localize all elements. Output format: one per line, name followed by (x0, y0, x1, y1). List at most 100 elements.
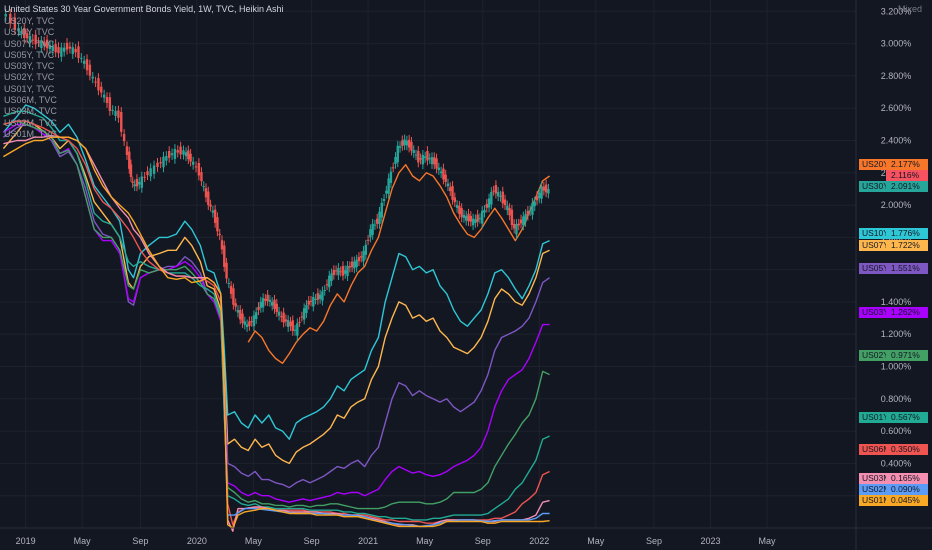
candle-body (257, 307, 260, 311)
price-tag-name: US03Y (859, 307, 889, 318)
price-tag-us02y: US02Y 0.971% (859, 350, 928, 361)
price-tag-value: 0.045% (886, 495, 928, 506)
legend-item[interactable]: US03M, TVC (4, 106, 57, 117)
candle-body (286, 320, 290, 327)
legend-item[interactable]: US05Y, TVC (4, 49, 55, 60)
candle-body (133, 184, 136, 187)
candle-body (259, 301, 262, 308)
candle-body (487, 198, 491, 208)
candle-body (373, 224, 377, 226)
candle-body (325, 284, 329, 286)
legend-item[interactable]: US01M, TVC (4, 128, 57, 139)
price-tag-us20y: US20Y 2.177% (859, 159, 928, 170)
candle-body (43, 41, 46, 46)
candle-body (63, 47, 66, 52)
candle-body (184, 152, 188, 157)
price-tick-label: 1.400% (881, 297, 912, 307)
candle-body (159, 162, 162, 164)
candle-body (216, 217, 219, 232)
candle-body (266, 294, 269, 302)
series-line-us03y (3, 123, 550, 503)
candle-body (289, 321, 292, 327)
price-tag-us05y: US05Y 1.551% (859, 263, 928, 274)
candle-body (300, 316, 304, 318)
time-tick-label: May (758, 536, 776, 546)
candle-body (528, 210, 532, 212)
candle-body (102, 94, 106, 98)
candle-body (197, 162, 201, 176)
candle-body (309, 300, 313, 302)
candle-body (264, 298, 267, 301)
price-tag-us10y: US10Y 1.776% (859, 228, 928, 239)
candle-body (522, 216, 525, 226)
candle-body (117, 110, 120, 118)
candle-body (4, 14, 7, 17)
grid-lines (0, 0, 856, 528)
candle-body (458, 205, 461, 215)
candle-body (80, 57, 83, 59)
candle-body (234, 303, 237, 307)
candle-body (542, 186, 546, 191)
price-tag-last: 2.116% (859, 170, 928, 181)
candle-body (435, 158, 438, 169)
legend-item[interactable]: US10Y, TVC (4, 27, 55, 38)
price-tag-name: US02Y (859, 350, 889, 361)
candle-body (401, 140, 404, 146)
candle-body (37, 42, 40, 44)
candle-body (20, 31, 23, 34)
legend-item[interactable]: US03Y, TVC (4, 61, 55, 72)
candle-body (474, 219, 477, 224)
legend-item[interactable]: US02M, TVC (4, 117, 57, 128)
candle-body (65, 42, 69, 50)
time-tick-label: 2020 (187, 536, 207, 546)
candle-body (68, 46, 72, 49)
price-tag-us06m: US06M0.350% (859, 444, 928, 455)
price-tag-name: US07Y (859, 240, 889, 251)
candle-body (499, 195, 502, 197)
candle-body (341, 266, 345, 276)
candle-body (218, 233, 221, 236)
candle-body (168, 151, 171, 158)
candle-body (187, 150, 190, 160)
candle-body (508, 208, 511, 216)
candle-body (207, 191, 210, 206)
scale-mode-label[interactable]: Mixed (897, 4, 922, 14)
candle-body (355, 259, 358, 268)
candle-body (385, 190, 388, 194)
candle-body (318, 294, 322, 299)
legend-item[interactable]: US02Y, TVC (4, 72, 55, 83)
legend-item[interactable]: US01Y, TVC (4, 83, 55, 94)
candle-body (364, 244, 367, 255)
legend-item[interactable]: US20Y, TVC (4, 16, 55, 26)
candle-body (100, 86, 103, 93)
candle-body (471, 218, 475, 226)
candle-body (284, 319, 288, 322)
candle-body (407, 139, 411, 148)
time-axis[interactable]: 2019 May Sep 2020 May Sep 2021 May Sep 2022 May Sep… (16, 536, 776, 546)
price-tag-value: 1.722% (886, 240, 928, 251)
candle-body (239, 309, 242, 320)
candle-body (77, 46, 80, 59)
price-tag-value: 0.567% (886, 412, 928, 423)
candle-body (268, 299, 272, 302)
price-tag-name: US02M (859, 484, 890, 495)
candle-body (524, 214, 527, 222)
legend-item[interactable]: US06M, TVC (4, 95, 57, 106)
candle-body (202, 186, 205, 188)
candle-body (200, 172, 203, 182)
candle-body (469, 215, 472, 222)
candle-body (419, 158, 422, 160)
candle-body (449, 187, 452, 192)
series-line-us02y (3, 120, 550, 510)
candle-body (131, 181, 134, 183)
time-tick-label: 2021 (358, 536, 378, 546)
candle-body (28, 36, 32, 43)
price-tick-label: 2.600% (881, 103, 912, 113)
legend-item[interactable]: US07Y, TVC (4, 38, 55, 49)
candle-body (291, 320, 294, 331)
candle-body (223, 245, 226, 267)
candle-body (314, 298, 317, 300)
candle-body (74, 48, 77, 53)
